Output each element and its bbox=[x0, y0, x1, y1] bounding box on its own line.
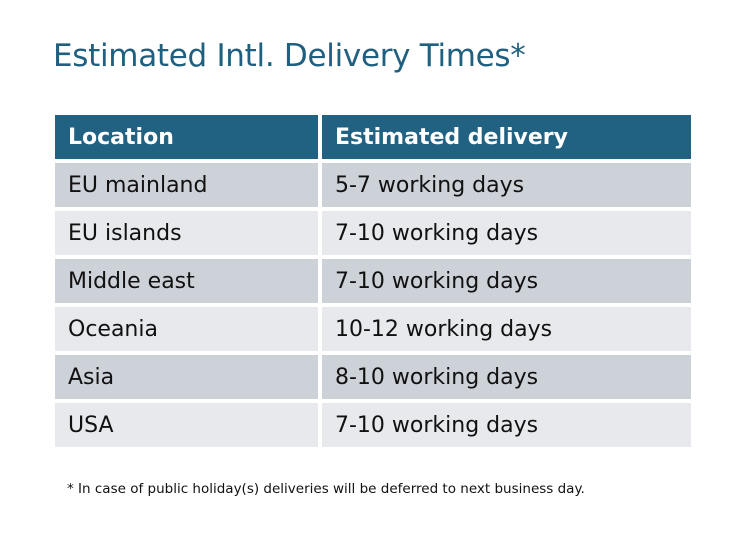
delivery-time-cell: 5-7 working days bbox=[322, 163, 691, 207]
location-cell: Oceania bbox=[55, 307, 318, 351]
location-cell: EU mainland bbox=[55, 163, 318, 207]
table-header-row: Location Estimated delivery bbox=[55, 115, 691, 159]
page-title: Estimated Intl. Delivery Times* bbox=[53, 38, 526, 74]
table-row: USA 7-10 working days bbox=[55, 403, 691, 447]
table-row: EU mainland 5-7 working days bbox=[55, 163, 691, 207]
table-row: EU islands 7-10 working days bbox=[55, 211, 691, 255]
delivery-time-cell: 8-10 working days bbox=[322, 355, 691, 399]
footnote: * In case of public holiday(s) deliverie… bbox=[67, 481, 585, 497]
delivery-time-cell: 7-10 working days bbox=[322, 403, 691, 447]
delivery-table: Location Estimated delivery EU mainland 5… bbox=[51, 111, 695, 451]
location-cell: EU islands bbox=[55, 211, 318, 255]
column-header-estimated-delivery: Estimated delivery bbox=[322, 115, 691, 159]
delivery-time-cell: 10-12 working days bbox=[322, 307, 691, 351]
table-row: Middle east 7-10 working days bbox=[55, 259, 691, 303]
delivery-time-cell: 7-10 working days bbox=[322, 259, 691, 303]
delivery-time-cell: 7-10 working days bbox=[322, 211, 691, 255]
table-row: Asia 8-10 working days bbox=[55, 355, 691, 399]
column-header-location: Location bbox=[55, 115, 318, 159]
table-row: Oceania 10-12 working days bbox=[55, 307, 691, 351]
location-cell: Asia bbox=[55, 355, 318, 399]
location-cell: USA bbox=[55, 403, 318, 447]
location-cell: Middle east bbox=[55, 259, 318, 303]
